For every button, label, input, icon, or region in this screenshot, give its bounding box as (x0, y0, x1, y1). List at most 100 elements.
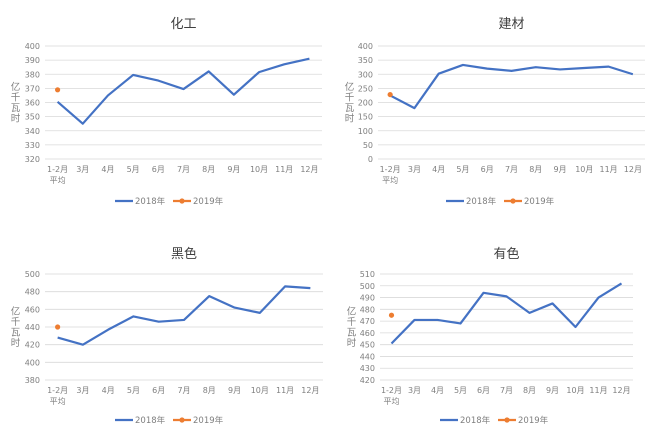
y-tick-label: 480 (25, 288, 40, 297)
x-tick-label: 12月 (301, 386, 319, 395)
y-tick-label: 480 (360, 305, 375, 314)
x-tick-label: 1-2月平均 (381, 386, 402, 406)
legend-marker-2019 (504, 417, 510, 423)
x-tick-label: 1-2月平均 (380, 165, 401, 185)
y-tick-label: 450 (360, 341, 375, 350)
y-tick-label: 460 (25, 305, 40, 314)
y-tick-label: 320 (25, 155, 40, 164)
y-axis-label: 亿千瓦时 (9, 81, 21, 124)
y-tick-label: 380 (25, 376, 40, 385)
chart-1: 化工 320 330 340 350 360 370 380 390 400 亿千瓦时 1-2月平均 3… (9, 17, 322, 207)
chart-3: 黑色 380 400 420 440 460 480 500 亿千瓦时 1-2月平均 3月 4月 5月 6… (9, 246, 323, 426)
x-tick-label: 10月 (566, 386, 584, 395)
x-tick-label: 12月 (612, 386, 630, 395)
y-tick-label: 300 (358, 70, 373, 79)
legend-label-2019: 2019年 (193, 196, 224, 207)
y-tick-label: 100 (358, 127, 373, 136)
x-tick-label: 9月 (227, 165, 240, 174)
x-tick-label: 7月 (177, 386, 190, 395)
y-tick-label: 470 (360, 317, 375, 326)
x-tick-label: 9月 (228, 386, 241, 395)
y-tick-label: 440 (360, 352, 375, 361)
y-tick-label: 380 (25, 70, 40, 79)
y-tick-label: 500 (25, 270, 40, 279)
x-tick-label: 9月 (553, 165, 566, 174)
chart-title: 有色 (493, 246, 519, 262)
legend-label-2018: 2018年 (135, 415, 166, 426)
y-tick-label: 420 (25, 341, 40, 350)
y-tick-label: 370 (25, 84, 40, 93)
chart-title: 化工 (170, 17, 196, 32)
x-tick-label: 8月 (202, 165, 215, 174)
x-tick-label: 4月 (102, 386, 115, 395)
x-tick-label: 11月 (276, 386, 294, 395)
x-tick-label: 5月 (456, 165, 469, 174)
x-tick-label: 5月 (454, 386, 467, 395)
x-tick-label: 3月 (76, 386, 89, 395)
x-tick-label: 9月 (546, 386, 559, 395)
y-tick-label: 50 (363, 141, 373, 150)
legend-marker-2019 (510, 198, 516, 204)
x-tick-label: 4月 (432, 165, 445, 174)
x-tick-label: 4月 (101, 165, 114, 174)
x-tick-label: 11月 (275, 165, 293, 174)
y-tick-label: 430 (360, 364, 375, 373)
x-tick-label: 10月 (575, 165, 593, 174)
x-tick-label: 7月 (505, 165, 518, 174)
x-tick-label: 3月 (408, 165, 421, 174)
data-point-2019年 (54, 87, 61, 93)
legend-label-2019: 2019年 (524, 196, 555, 207)
x-tick-label: 8月 (523, 386, 536, 395)
x-tick-label: 7月 (177, 165, 190, 174)
y-tick-label: 510 (360, 270, 375, 279)
x-tick-label: 10月 (251, 386, 269, 395)
series-line-2018年 (57, 285, 311, 346)
x-tick-label: 8月 (529, 165, 542, 174)
y-tick-label: 350 (25, 113, 40, 122)
legend-label-2019: 2019年 (518, 415, 549, 426)
series-line-2018年 (390, 282, 623, 345)
y-axis-label: 亿千瓦时 (345, 305, 357, 348)
series-line-2018年 (56, 57, 310, 125)
x-tick-label: 7月 (500, 386, 513, 395)
y-tick-label: 390 (25, 56, 40, 65)
y-tick-label: 150 (358, 113, 373, 122)
chart-4: 有色 420 430 440 450 460 470 480 490 500 510 亿千瓦时 1-2月… (345, 246, 633, 426)
x-tick-label: 6月 (481, 165, 494, 174)
x-tick-label: 3月 (76, 165, 89, 174)
legend-marker-2019 (179, 417, 185, 423)
data-point-2019年 (388, 312, 395, 318)
x-tick-label: 12月 (624, 165, 642, 174)
y-tick-label: 330 (25, 141, 40, 150)
chart-2: 建材 0 50 100 150 200 250 300 350 400 亿千瓦时 1-2月平均 3月 4月… (343, 17, 645, 207)
data-point-2019年 (387, 91, 393, 98)
x-tick-label: 6月 (152, 386, 165, 395)
y-tick-label: 420 (360, 376, 375, 385)
legend-label-2018: 2018年 (460, 415, 491, 426)
y-tick-label: 350 (358, 56, 373, 65)
legend-label-2018: 2018年 (466, 196, 497, 207)
y-tick-label: 340 (25, 127, 40, 136)
x-tick-label: 12月 (300, 165, 318, 174)
y-tick-label: 360 (25, 99, 40, 108)
chart-title: 黑色 (171, 246, 197, 262)
x-tick-label: 5月 (127, 386, 140, 395)
chart-title: 建材 (498, 17, 524, 32)
y-axis-label: 亿千瓦时 (343, 81, 355, 124)
x-tick-label: 6月 (477, 386, 490, 395)
x-tick-label: 1-2月平均 (47, 386, 68, 406)
y-tick-label: 490 (360, 294, 375, 303)
legend-label-2018: 2018年 (135, 196, 166, 207)
x-tick-label: 8月 (203, 386, 216, 395)
y-tick-label: 0 (368, 155, 373, 164)
y-axis-label: 亿千瓦时 (9, 305, 21, 348)
y-tick-label: 460 (360, 329, 375, 338)
y-tick-label: 200 (358, 99, 373, 108)
x-tick-label: 4月 (431, 386, 444, 395)
x-tick-label: 6月 (152, 165, 165, 174)
y-tick-label: 400 (25, 358, 40, 367)
y-tick-label: 400 (25, 42, 40, 51)
y-tick-label: 500 (360, 282, 375, 291)
x-tick-label: 3月 (408, 386, 421, 395)
